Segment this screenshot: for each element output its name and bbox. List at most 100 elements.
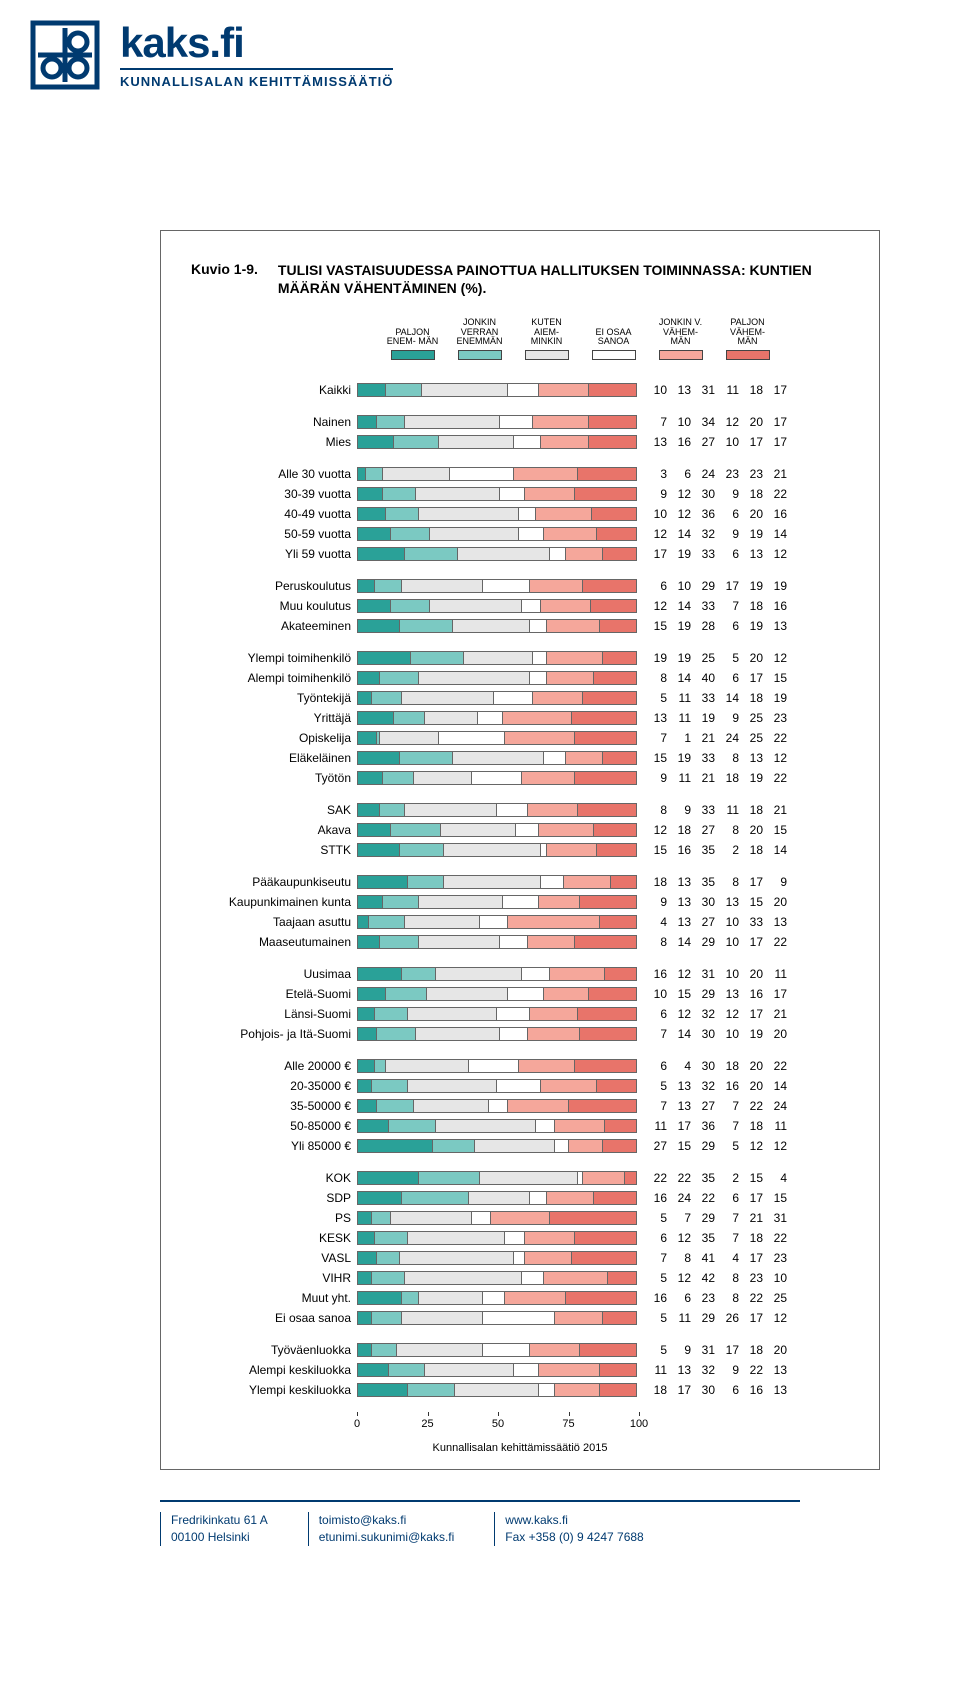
bar-segment bbox=[405, 1272, 522, 1284]
bar-segment bbox=[408, 876, 444, 888]
row-values: 12143291914 bbox=[643, 527, 787, 541]
value-cell: 9 bbox=[643, 771, 667, 785]
axis-tick bbox=[639, 1412, 640, 1416]
bar-segment bbox=[580, 896, 636, 908]
value-cell: 13 bbox=[667, 895, 691, 909]
value-cell: 22 bbox=[739, 1099, 763, 1113]
value-cell: 18 bbox=[739, 383, 763, 397]
bar-segment bbox=[541, 876, 563, 888]
axis-label: 50 bbox=[492, 1418, 504, 1430]
row-label: Alle 30 vuotta bbox=[191, 467, 351, 481]
row-label: SDP bbox=[191, 1191, 351, 1205]
value-cell: 8 bbox=[715, 1271, 739, 1285]
row-values: 27152951212 bbox=[643, 1139, 787, 1153]
bar-segment bbox=[600, 620, 636, 632]
axis-label: 0 bbox=[354, 1418, 360, 1430]
value-cell: 15 bbox=[739, 895, 763, 909]
bar-segment bbox=[475, 1140, 556, 1152]
bar-segment bbox=[414, 1100, 489, 1112]
bar-segment bbox=[530, 1192, 547, 1204]
bar-segment bbox=[389, 1364, 425, 1376]
bar-segment bbox=[386, 1060, 469, 1072]
value-cell: 9 bbox=[643, 487, 667, 501]
bar-segment bbox=[575, 1060, 636, 1072]
bar-segment bbox=[505, 1292, 566, 1304]
chart-row: Nainen71034122017 bbox=[191, 412, 849, 432]
chart-group: SAK8933111821Akava12182782015STTK1516352… bbox=[191, 800, 849, 860]
bar-segment bbox=[550, 1212, 636, 1224]
value-cell: 9 bbox=[643, 895, 667, 909]
bar-segment bbox=[555, 1312, 602, 1324]
bar-segment bbox=[500, 1028, 528, 1040]
value-cell: 4 bbox=[643, 915, 667, 929]
row-label: Yrittäjä bbox=[191, 711, 351, 725]
value-cell: 30 bbox=[691, 1059, 715, 1073]
bar-segment bbox=[566, 752, 602, 764]
bar-segment bbox=[358, 1060, 375, 1072]
row-values: 19192552012 bbox=[643, 651, 787, 665]
value-cell: 32 bbox=[691, 1363, 715, 1377]
legend-label: JONKIN VERRAN ENEMMÄN bbox=[452, 317, 507, 347]
bar-segment bbox=[358, 1192, 402, 1204]
value-cell: 13 bbox=[667, 1099, 691, 1113]
value-cell: 20 bbox=[739, 1059, 763, 1073]
value-cell: 25 bbox=[691, 651, 715, 665]
chart-row: 50-85000 €11173671811 bbox=[191, 1116, 849, 1136]
bar-segment bbox=[603, 1140, 636, 1152]
value-cell: 19 bbox=[739, 579, 763, 593]
value-cell: 29 bbox=[691, 935, 715, 949]
row-label: Yli 85000 € bbox=[191, 1139, 351, 1153]
row-values: 91330131520 bbox=[643, 895, 787, 909]
chart-body: Kaikki101331111817Nainen71034122017Mies1… bbox=[191, 380, 849, 1400]
chart-row: Muut yht.1662382225 bbox=[191, 1288, 849, 1308]
value-cell: 31 bbox=[691, 967, 715, 981]
value-cell: 12 bbox=[667, 487, 691, 501]
bar-segment bbox=[472, 1212, 491, 1224]
value-cell: 35 bbox=[691, 1171, 715, 1185]
row-values: 71430101920 bbox=[643, 1027, 787, 1041]
bar-segment bbox=[453, 620, 531, 632]
bar-segment bbox=[358, 1008, 375, 1020]
value-cell: 24 bbox=[667, 1191, 691, 1205]
value-cell: 11 bbox=[715, 383, 739, 397]
value-cell: 21 bbox=[763, 803, 787, 817]
row-label: 40-49 vuotta bbox=[191, 507, 351, 521]
bar-segment bbox=[514, 1364, 539, 1376]
bar-segment bbox=[500, 416, 533, 428]
bar-segment bbox=[600, 1384, 636, 1396]
legend-label: PALJON ENEM- MÄN bbox=[385, 317, 440, 347]
chart-group: Uusimaa161231102011Etelä-Suomi1015291316… bbox=[191, 964, 849, 1044]
row-values: 91121181922 bbox=[643, 771, 787, 785]
bar-segment bbox=[505, 1232, 524, 1244]
bar-segment bbox=[439, 436, 514, 448]
stacked-bar bbox=[357, 1059, 637, 1073]
row-label: 30-39 vuotta bbox=[191, 487, 351, 501]
value-cell: 5 bbox=[715, 651, 739, 665]
row-label: Ylempi keskiluokka bbox=[191, 1383, 351, 1397]
bar-segment bbox=[608, 1272, 636, 1284]
bar-segment bbox=[575, 772, 636, 784]
bar-segment bbox=[402, 1292, 419, 1304]
bar-segment bbox=[508, 384, 539, 396]
value-cell: 25 bbox=[739, 711, 763, 725]
bar-segment bbox=[358, 1140, 433, 1152]
stacked-bar bbox=[357, 1027, 637, 1041]
value-cell: 7 bbox=[643, 1099, 667, 1113]
row-label: Taajaan asuttu bbox=[191, 915, 351, 929]
bar-segment bbox=[530, 580, 583, 592]
bar-segment bbox=[541, 1080, 597, 1092]
bar-segment bbox=[358, 1272, 372, 1284]
value-cell: 34 bbox=[691, 415, 715, 429]
row-label: SAK bbox=[191, 803, 351, 817]
bar-segment bbox=[464, 652, 534, 664]
row-label: VIHR bbox=[191, 1271, 351, 1285]
value-cell: 2 bbox=[715, 843, 739, 857]
value-cell: 22 bbox=[739, 1291, 763, 1305]
chart-row: Kaupunkimainen kunta91330131520 bbox=[191, 892, 849, 912]
bar-segment bbox=[583, 1172, 625, 1184]
row-label: Pohjois- ja Itä-Suomi bbox=[191, 1027, 351, 1041]
value-cell: 19 bbox=[667, 651, 691, 665]
value-cell: 19 bbox=[739, 619, 763, 633]
bar-segment bbox=[591, 600, 635, 612]
value-cell: 15 bbox=[643, 619, 667, 633]
